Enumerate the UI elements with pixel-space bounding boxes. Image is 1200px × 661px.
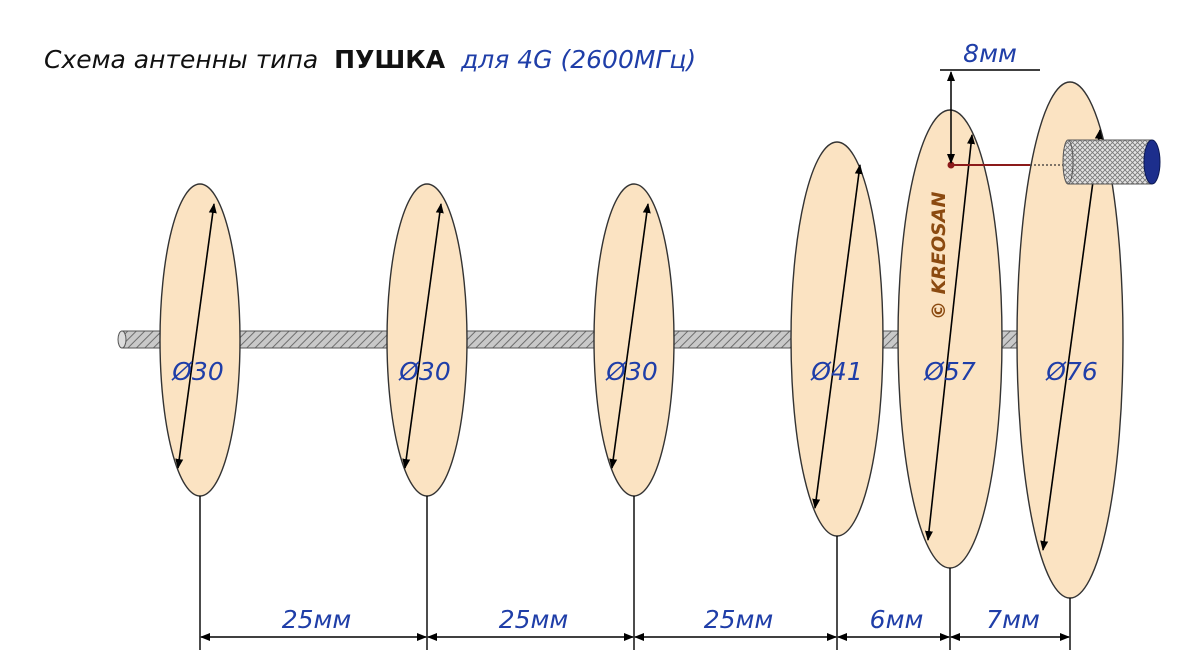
- disk-5: Ø57: [897, 109, 1003, 569]
- spacing-3-label: 25мм: [704, 605, 774, 634]
- coax-cable-end: [1143, 139, 1161, 185]
- disk-2-diameter-arrow: [402, 203, 444, 469]
- disk-2: Ø30: [386, 183, 468, 497]
- disk-1-plate: [159, 183, 241, 497]
- title-part-2: ПУШКА: [334, 45, 446, 74]
- disk-3: Ø30: [593, 183, 675, 497]
- disk-1-diameter-label: Ø30: [171, 357, 224, 386]
- disk-3-diameter-label: Ø30: [605, 357, 658, 386]
- disk-1-diameter-arrow: [175, 203, 217, 469]
- disk-5-diameter-label: Ø57: [923, 357, 976, 386]
- disk-6-diameter-label: Ø76: [1045, 357, 1098, 386]
- disk-6-diameter-arrow: [1040, 129, 1103, 551]
- coax-cable: [1062, 139, 1161, 185]
- copyright-label: © KREOSAN: [928, 192, 950, 320]
- spacing-1-label: 25мм: [282, 605, 352, 634]
- spacing-4-label: 6мм: [870, 605, 924, 634]
- disk-5-diameter-arrow: [924, 134, 976, 541]
- boom-rod-start: [117, 330, 127, 349]
- disk-6: Ø76: [1016, 81, 1124, 599]
- disk-1: Ø30: [159, 183, 241, 497]
- disk-2-diameter-label: Ø30: [398, 357, 451, 386]
- feed-offset-dimension: [940, 69, 1040, 164]
- title-part-1: Схема антенны типа: [44, 45, 318, 74]
- disk-4: Ø41: [790, 141, 884, 537]
- disk-4-diameter-label: Ø41: [810, 357, 863, 386]
- spacing-2-label: 25мм: [499, 605, 569, 634]
- disk-3-diameter-arrow: [609, 203, 651, 469]
- spacing-5-label: 7мм: [986, 605, 1040, 634]
- disk-3-plate: [593, 183, 675, 497]
- disk-4-diameter-arrow: [812, 164, 863, 509]
- disk-2-plate: [386, 183, 468, 497]
- title-part-3: для 4G (2600МГц): [460, 45, 696, 74]
- feed-offset-label: 8мм: [963, 39, 1017, 68]
- diagram-title: Схема антенны типа ПУШКА для 4G (2600МГц…: [44, 45, 696, 74]
